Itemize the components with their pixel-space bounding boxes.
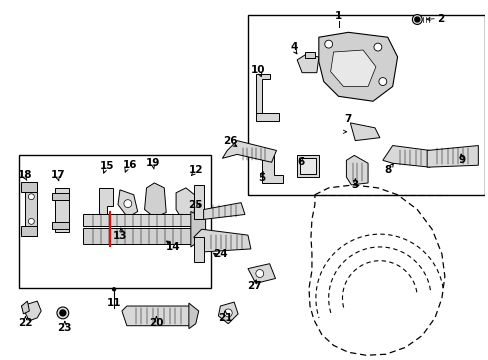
Text: 27: 27	[247, 281, 262, 291]
Circle shape	[324, 40, 332, 48]
Circle shape	[255, 270, 263, 278]
Text: 6: 6	[297, 157, 304, 167]
Text: 23: 23	[58, 323, 72, 333]
Text: 9: 9	[457, 155, 464, 165]
Circle shape	[60, 310, 66, 316]
Polygon shape	[193, 185, 203, 219]
Text: 15: 15	[100, 161, 114, 171]
Text: 26: 26	[223, 136, 237, 145]
Polygon shape	[203, 203, 244, 219]
Polygon shape	[82, 228, 190, 244]
Text: 18: 18	[18, 170, 33, 180]
Polygon shape	[20, 226, 37, 236]
Bar	[19, 156, 210, 288]
Polygon shape	[255, 74, 269, 113]
Polygon shape	[144, 183, 166, 217]
Polygon shape	[21, 301, 41, 321]
Bar	[247, 15, 484, 195]
Polygon shape	[21, 301, 29, 314]
Polygon shape	[222, 141, 276, 162]
Polygon shape	[346, 156, 367, 185]
Circle shape	[57, 307, 69, 319]
Text: 4: 4	[290, 42, 297, 52]
Text: 21: 21	[218, 313, 232, 323]
Circle shape	[373, 43, 381, 51]
Polygon shape	[349, 123, 379, 141]
Polygon shape	[318, 32, 397, 101]
Polygon shape	[188, 303, 198, 329]
Polygon shape	[382, 145, 429, 167]
Polygon shape	[118, 190, 138, 217]
Polygon shape	[330, 50, 375, 86]
Polygon shape	[52, 222, 69, 229]
Polygon shape	[218, 302, 238, 324]
Polygon shape	[426, 145, 477, 167]
Polygon shape	[297, 156, 318, 177]
Circle shape	[414, 17, 419, 22]
Text: 22: 22	[18, 318, 33, 328]
Circle shape	[411, 15, 421, 24]
Text: 7: 7	[344, 114, 351, 124]
Text: 2: 2	[436, 14, 444, 23]
Polygon shape	[190, 212, 205, 247]
Text: 24: 24	[213, 249, 227, 259]
Circle shape	[224, 309, 232, 317]
Text: 5: 5	[258, 173, 265, 183]
Text: 3: 3	[351, 180, 358, 190]
Circle shape	[112, 288, 115, 291]
Polygon shape	[247, 264, 275, 283]
Text: 8: 8	[384, 165, 390, 175]
Text: 12: 12	[188, 165, 203, 175]
Text: 25: 25	[188, 199, 203, 210]
Text: 11: 11	[106, 298, 121, 308]
Polygon shape	[255, 113, 279, 121]
Text: 10: 10	[250, 65, 264, 75]
Text: 20: 20	[149, 318, 163, 328]
Polygon shape	[193, 237, 203, 262]
Text: 16: 16	[122, 160, 137, 170]
Polygon shape	[305, 52, 314, 58]
Polygon shape	[261, 156, 283, 183]
Polygon shape	[52, 193, 69, 200]
Polygon shape	[300, 158, 315, 174]
Text: 17: 17	[51, 170, 65, 180]
Polygon shape	[193, 229, 250, 252]
Polygon shape	[297, 55, 318, 73]
Polygon shape	[25, 182, 37, 236]
Polygon shape	[20, 182, 37, 192]
Circle shape	[378, 78, 386, 85]
Polygon shape	[176, 188, 195, 217]
Text: 14: 14	[165, 242, 180, 252]
Circle shape	[123, 200, 131, 208]
Circle shape	[28, 194, 34, 200]
Text: 19: 19	[146, 158, 160, 168]
Circle shape	[28, 219, 34, 224]
Polygon shape	[55, 188, 69, 232]
Polygon shape	[99, 188, 113, 215]
Polygon shape	[122, 306, 192, 326]
Text: 13: 13	[112, 231, 127, 241]
Text: 1: 1	[334, 10, 342, 21]
Polygon shape	[82, 215, 190, 226]
